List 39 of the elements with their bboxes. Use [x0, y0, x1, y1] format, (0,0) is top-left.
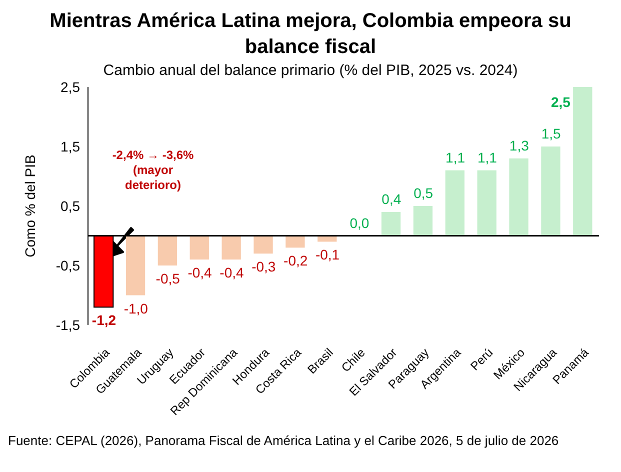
chart-subtitle: Cambio anual del balance primario (% del PIB, 2025 vs. 2024): [102, 62, 519, 79]
bar: [126, 236, 146, 296]
data-label: 0,0: [350, 214, 370, 231]
bar: [222, 236, 241, 260]
bar: [190, 236, 209, 260]
y-tick-label: -1,5: [56, 316, 80, 333]
annotation: -2,4% → -3,6% (mayor deterioro): [111, 148, 195, 193]
data-label: -1,0: [124, 300, 148, 316]
chart-title: Mientras América Latina mejora, Colombia empeora su balance fiscal: [48, 9, 572, 60]
bar: [381, 212, 401, 236]
y-axis-title: Como % del PIB: [22, 154, 38, 258]
data-label: 2,5: [550, 94, 571, 110]
y-tick-label: -0,5: [56, 257, 80, 274]
bar: [477, 170, 496, 236]
y-tick-label: 1,5: [60, 138, 80, 154]
data-label: 1,3: [509, 137, 530, 154]
data-label: -0,4: [220, 264, 244, 281]
bar: [541, 146, 560, 236]
data-label: -0,1: [315, 246, 340, 263]
bar: [286, 236, 305, 248]
bar: [573, 87, 592, 236]
bar: [158, 236, 178, 266]
y-tick-label: 2,5: [60, 78, 80, 95]
bar: [254, 236, 273, 254]
data-label: 1,1: [477, 149, 498, 166]
data-label: -0,5: [156, 270, 180, 286]
bar: [413, 206, 433, 236]
source-note: Fuente: CEPAL (2026), Panorama Fiscal de América Latina y el Caribe 2026, 5 de julio de 2026: [8, 433, 560, 448]
bar: [445, 170, 464, 236]
data-label: -0,4: [188, 264, 212, 281]
data-label: -1,2: [92, 312, 116, 328]
bar: [509, 158, 528, 236]
data-label: 1,1: [446, 149, 466, 166]
y-tick-label: 0,5: [60, 198, 80, 214]
data-label: 0,5: [414, 185, 434, 201]
data-label: 0,4: [382, 190, 402, 207]
data-label: 1,5: [541, 126, 562, 142]
data-label: -0,2: [284, 252, 308, 269]
data-label: -0,3: [252, 258, 276, 275]
